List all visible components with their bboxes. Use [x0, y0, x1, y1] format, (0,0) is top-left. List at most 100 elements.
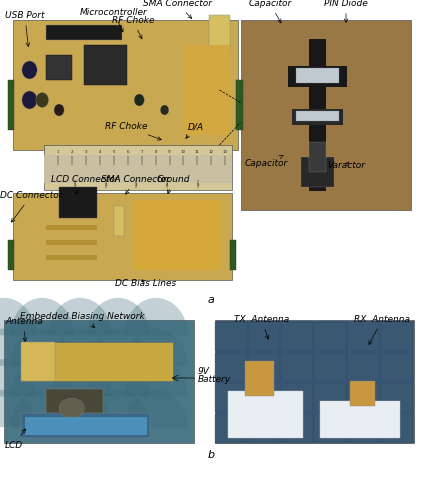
Bar: [46, 388, 103, 415]
Wedge shape: [124, 359, 188, 397]
Bar: [309, 39, 326, 191]
Text: DC Bias Lines: DC Bias Lines: [115, 278, 176, 287]
Bar: [46, 255, 97, 260]
Bar: [46, 225, 97, 230]
Bar: [281, 414, 313, 442]
Text: Antenna: Antenna: [5, 317, 43, 342]
Bar: [300, 157, 334, 187]
Wedge shape: [87, 390, 150, 427]
Text: 12: 12: [208, 150, 214, 154]
Bar: [21, 342, 173, 381]
Bar: [347, 322, 379, 350]
Text: PIN Diode: PIN Diode: [324, 0, 368, 22]
Bar: [46, 25, 122, 40]
Text: a: a: [208, 295, 214, 305]
Bar: [314, 322, 346, 350]
Text: RF Choke: RF Choke: [105, 122, 161, 140]
Bar: [184, 45, 230, 135]
Text: 7: 7: [141, 150, 143, 154]
Wedge shape: [49, 390, 112, 427]
Circle shape: [36, 92, 49, 108]
Text: SMA Connector: SMA Connector: [143, 0, 212, 18]
Bar: [347, 352, 379, 381]
Bar: [236, 80, 243, 130]
Ellipse shape: [59, 398, 84, 418]
Bar: [281, 322, 313, 350]
Bar: [281, 383, 313, 412]
Bar: [248, 352, 280, 381]
Bar: [4, 320, 194, 442]
Wedge shape: [124, 298, 188, 336]
Text: b: b: [208, 450, 214, 460]
Circle shape: [22, 91, 37, 109]
Wedge shape: [11, 298, 74, 336]
Wedge shape: [0, 298, 36, 336]
Text: USB Port: USB Port: [5, 11, 45, 47]
Bar: [292, 110, 343, 124]
Bar: [381, 352, 412, 381]
Wedge shape: [124, 328, 188, 366]
Bar: [281, 352, 313, 381]
Bar: [248, 414, 280, 442]
Bar: [248, 383, 280, 412]
Wedge shape: [87, 298, 150, 336]
Wedge shape: [0, 390, 36, 427]
Text: DC Connector: DC Connector: [0, 191, 62, 222]
Text: RF Choke: RF Choke: [112, 16, 154, 39]
Bar: [8, 80, 14, 130]
Bar: [25, 416, 147, 435]
Wedge shape: [49, 328, 112, 366]
Bar: [350, 381, 376, 406]
Circle shape: [134, 94, 144, 106]
Text: 5: 5: [113, 150, 115, 154]
Bar: [84, 45, 127, 85]
Text: Capacitor: Capacitor: [244, 156, 287, 168]
Bar: [44, 145, 232, 190]
Bar: [209, 15, 230, 50]
Wedge shape: [0, 359, 36, 397]
Bar: [13, 192, 232, 280]
Bar: [44, 156, 232, 182]
Text: Varactor: Varactor: [327, 161, 365, 170]
Text: TX  Antenna: TX Antenna: [234, 315, 289, 339]
Bar: [21, 413, 150, 438]
Text: 9: 9: [168, 150, 171, 154]
Text: SMA Connector: SMA Connector: [101, 175, 170, 194]
Text: Microcontroller: Microcontroller: [80, 8, 148, 32]
Bar: [215, 383, 246, 412]
Text: 11: 11: [195, 150, 200, 154]
Text: 4: 4: [99, 150, 101, 154]
Bar: [215, 414, 246, 442]
Bar: [288, 66, 347, 86]
Bar: [8, 240, 14, 270]
Text: Ground: Ground: [156, 175, 189, 194]
Bar: [59, 188, 97, 218]
Wedge shape: [11, 359, 74, 397]
Text: 10: 10: [181, 150, 186, 154]
Bar: [314, 352, 346, 381]
Wedge shape: [49, 298, 112, 336]
Text: 1: 1: [57, 150, 60, 154]
Text: 13: 13: [222, 150, 228, 154]
Wedge shape: [124, 390, 188, 427]
Text: 3: 3: [85, 150, 87, 154]
Wedge shape: [11, 328, 74, 366]
Bar: [230, 240, 236, 270]
Bar: [215, 352, 246, 381]
Bar: [133, 200, 221, 270]
Circle shape: [54, 104, 64, 116]
Text: 9V: 9V: [197, 367, 209, 376]
Text: 5: 5: [197, 184, 199, 188]
Bar: [215, 320, 414, 442]
Text: D/A: D/A: [186, 122, 204, 138]
Bar: [296, 110, 338, 120]
Wedge shape: [49, 359, 112, 397]
Text: 2: 2: [71, 150, 73, 154]
Bar: [381, 414, 412, 442]
Bar: [13, 20, 238, 150]
Wedge shape: [11, 390, 74, 427]
Circle shape: [160, 105, 169, 115]
Bar: [114, 206, 124, 236]
Text: LCD Connector: LCD Connector: [51, 175, 118, 194]
Text: 8: 8: [154, 150, 157, 154]
